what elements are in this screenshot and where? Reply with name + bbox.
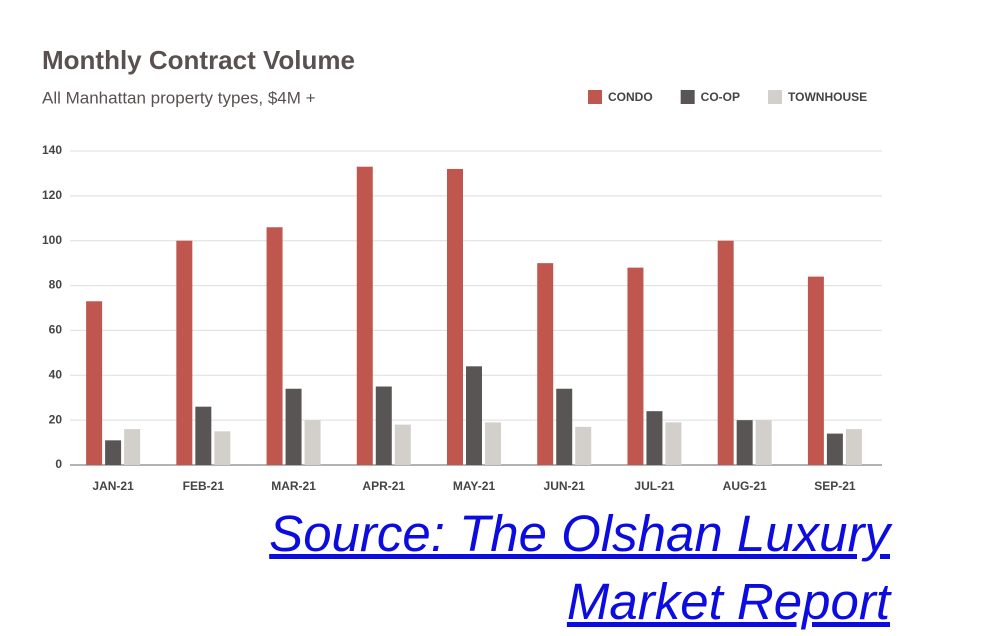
- legend-label: TOWNHOUSE: [788, 90, 867, 104]
- legend-label: CONDO: [608, 90, 653, 104]
- bar: [86, 301, 103, 465]
- bar: [266, 227, 283, 465]
- bar: [124, 429, 141, 465]
- legend-label: CO-OP: [701, 90, 740, 104]
- bar: [627, 267, 644, 465]
- bar: [214, 431, 231, 465]
- bar: [845, 429, 862, 465]
- x-tick-label: APR-21: [362, 479, 405, 493]
- legend-swatch: [680, 90, 695, 104]
- y-tick-label: 80: [49, 278, 63, 292]
- y-tick-label: 60: [49, 323, 63, 337]
- source-link[interactable]: Source: The Olshan Luxury Market Report: [269, 505, 890, 630]
- chart-title: Monthly Contract Volume: [42, 45, 355, 75]
- bar: [556, 388, 573, 465]
- legend-swatch: [768, 90, 783, 104]
- bar: [375, 386, 392, 465]
- bar: [807, 276, 824, 465]
- x-tick-label: JAN-21: [92, 479, 134, 493]
- bar: [195, 406, 212, 465]
- bar: [717, 240, 734, 465]
- x-tick-label: FEB-21: [183, 479, 225, 493]
- x-tick-label: JUL-21: [634, 479, 674, 493]
- x-tick-label: SEP-21: [814, 479, 856, 493]
- bar: [466, 366, 482, 465]
- y-tick-label: 120: [42, 188, 62, 202]
- bar: [304, 420, 321, 465]
- bar: [646, 411, 663, 465]
- bar: [826, 433, 843, 465]
- y-tick-label: 20: [49, 412, 63, 426]
- bar: [485, 422, 501, 465]
- bar: [447, 168, 463, 465]
- x-tick-label: AUG-21: [723, 479, 767, 493]
- y-tick-label: 40: [49, 367, 63, 381]
- chart-subtitle: All Manhattan property types, $4M +: [42, 88, 316, 107]
- bar: [665, 422, 682, 465]
- bar: [537, 263, 554, 465]
- bar: [356, 166, 373, 465]
- x-tick-label: MAY-21: [453, 479, 496, 493]
- bar: [394, 424, 411, 465]
- bar: [736, 420, 753, 465]
- bar: [575, 426, 592, 465]
- bar: [755, 420, 772, 465]
- bar: [285, 388, 302, 465]
- y-tick-label: 0: [55, 457, 62, 471]
- bar: [105, 440, 122, 465]
- x-tick-label: JUN-21: [544, 479, 586, 493]
- legend-swatch: [588, 90, 602, 104]
- x-tick-label: MAR-21: [271, 479, 316, 493]
- y-tick-label: 140: [42, 143, 62, 157]
- y-tick-label: 100: [42, 233, 62, 247]
- bar: [176, 240, 193, 465]
- chart: Monthly Contract Volume All Manhattan pr…: [42, 45, 882, 493]
